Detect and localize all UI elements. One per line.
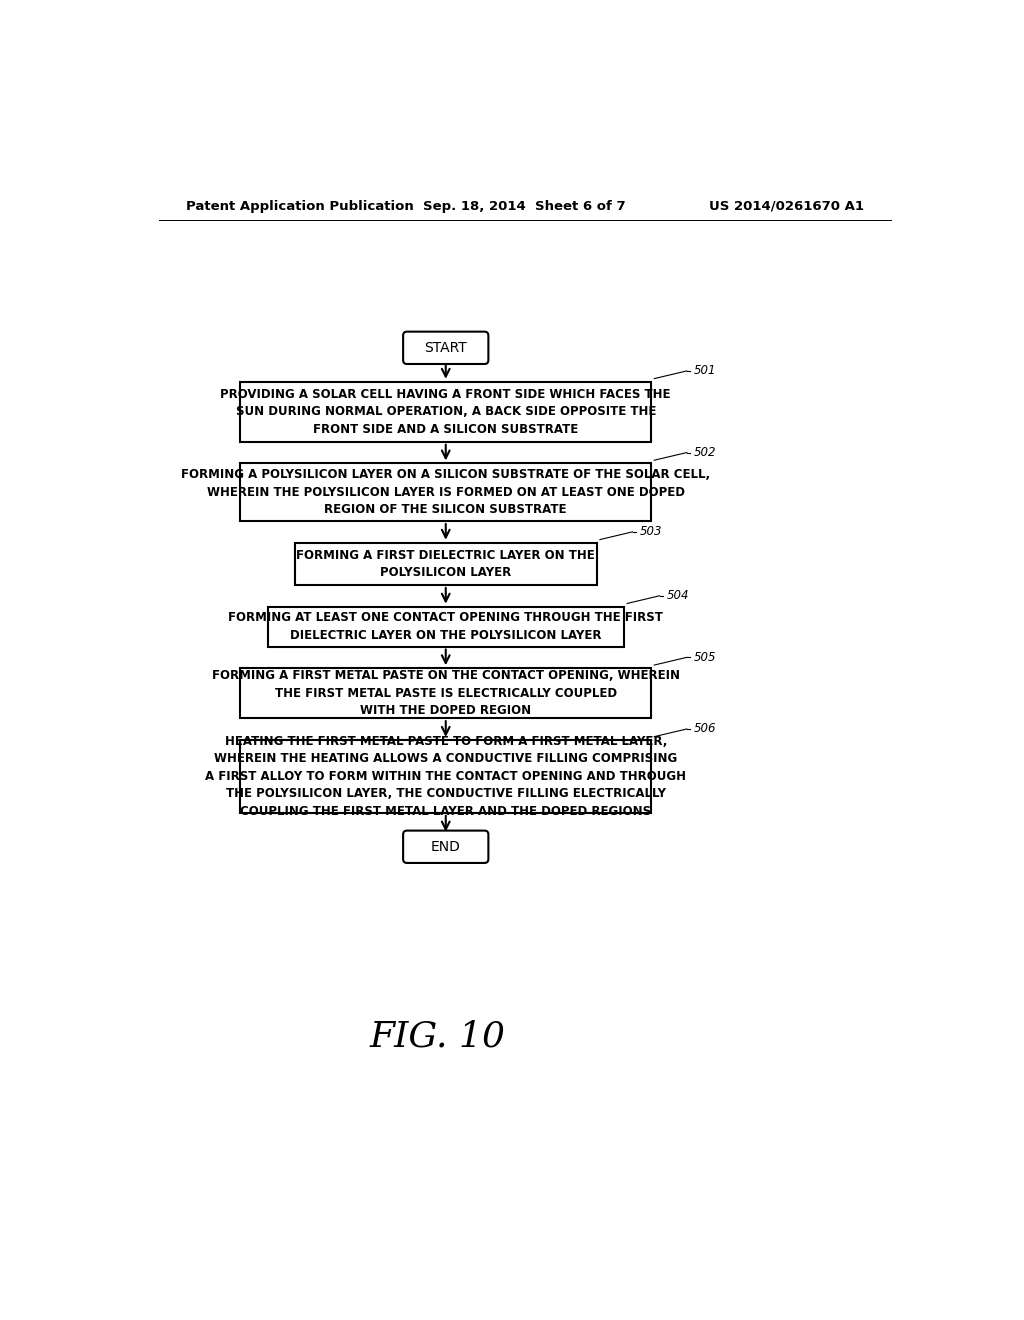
Bar <box>241 381 651 442</box>
Text: Patent Application Publication: Patent Application Publication <box>186 199 414 213</box>
Text: HEATING THE FIRST METAL PASTE TO FORM A FIRST METAL LAYER,
WHEREIN THE HEATING A: HEATING THE FIRST METAL PASTE TO FORM A … <box>205 735 686 818</box>
Bar <box>241 668 651 718</box>
Text: PROVIDING A SOLAR CELL HAVING A FRONT SIDE WHICH FACES THE
SUN DURING NORMAL OPE: PROVIDING A SOLAR CELL HAVING A FRONT SI… <box>220 388 671 436</box>
Text: START: START <box>424 341 467 355</box>
Bar <box>241 739 651 813</box>
Text: 501: 501 <box>693 364 716 378</box>
Text: 505: 505 <box>693 651 716 664</box>
Bar <box>295 543 597 585</box>
Text: FORMING A POLYSILICON LAYER ON A SILICON SUBSTRATE OF THE SOLAR CELL,
WHEREIN TH: FORMING A POLYSILICON LAYER ON A SILICON… <box>181 469 711 516</box>
Text: FIG. 10: FIG. 10 <box>370 1019 506 1053</box>
Text: FORMING A FIRST METAL PASTE ON THE CONTACT OPENING, WHEREIN
THE FIRST METAL PAST: FORMING A FIRST METAL PASTE ON THE CONTA… <box>212 669 680 717</box>
Bar <box>241 463 651 521</box>
Text: FORMING A FIRST DIELECTRIC LAYER ON THE
POLYSILICON LAYER: FORMING A FIRST DIELECTRIC LAYER ON THE … <box>296 549 595 579</box>
Bar <box>267 607 624 647</box>
FancyBboxPatch shape <box>403 331 488 364</box>
Text: 504: 504 <box>667 589 689 602</box>
Text: 502: 502 <box>693 446 716 459</box>
FancyBboxPatch shape <box>403 830 488 863</box>
Text: Sep. 18, 2014  Sheet 6 of 7: Sep. 18, 2014 Sheet 6 of 7 <box>424 199 626 213</box>
Text: 503: 503 <box>640 525 662 539</box>
Text: US 2014/0261670 A1: US 2014/0261670 A1 <box>710 199 864 213</box>
Text: END: END <box>431 840 461 854</box>
Text: 506: 506 <box>693 722 716 735</box>
Text: FORMING AT LEAST ONE CONTACT OPENING THROUGH THE FIRST
DIELECTRIC LAYER ON THE P: FORMING AT LEAST ONE CONTACT OPENING THR… <box>228 611 664 642</box>
